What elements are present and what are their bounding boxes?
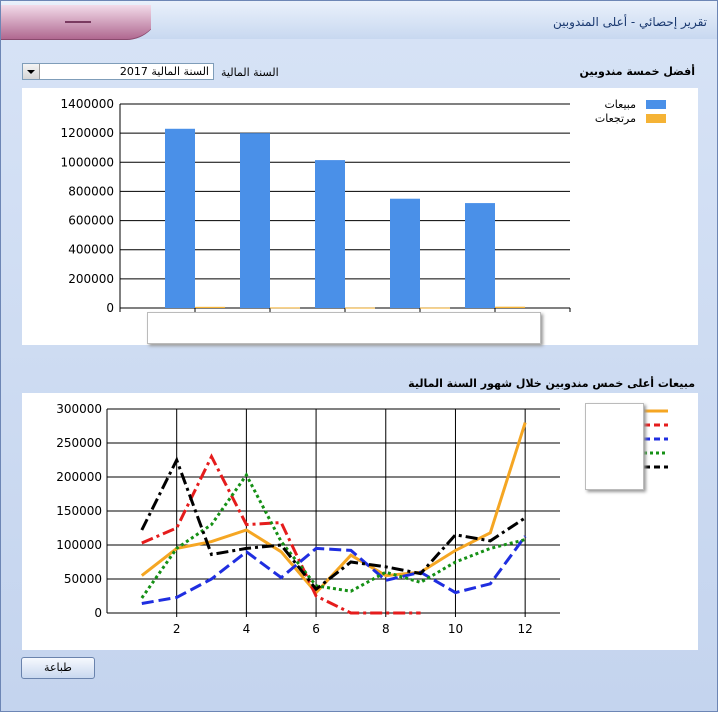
line-y-tick-label: 150000 (56, 504, 102, 518)
monthly-section-title: مبيعات أعلى خمس مندوبين خلال شهور السنة … (408, 377, 695, 390)
monthly-chart-panel: 0 50000 100000 150000 200000 250000 300000 2 4 6 8… (22, 393, 698, 650)
line-x-tick-label: 6 (312, 622, 320, 636)
bar-y-tick-label: 1400000 (61, 97, 114, 111)
bar-legend-label: مبيعات (604, 98, 636, 111)
line-legend-box (585, 403, 644, 490)
line-y-tick-label: 50000 (64, 572, 102, 586)
bar-y-tick-label: 800000 (68, 184, 114, 198)
bar-y-tick-label: 600000 (68, 214, 114, 228)
bar-legend-swatch (646, 100, 666, 109)
minimize-icon[interactable] (65, 21, 91, 23)
fiscal-year-value: السنة المالية 2017 (119, 65, 209, 78)
line-series (141, 535, 527, 605)
line-x-tick-label: 2 (173, 622, 181, 636)
bar-y-tick-label: 200000 (68, 272, 114, 286)
top5-section-title: أفضل خمسة مندوبين (579, 65, 695, 78)
bar-y-tick-label: 400000 (68, 243, 114, 257)
returns-bar (270, 307, 300, 309)
top5-bar-chart: 0 200000 400000 600000 800000 1000000 1200000 1… (61, 97, 666, 315)
bar-legend-label: مرتجعات (595, 112, 636, 125)
returns-bar (195, 306, 225, 308)
line-y-tick-label: 100000 (56, 538, 102, 552)
line-x-tick-label: 8 (382, 622, 390, 636)
top5-chart-panel: 0 200000 400000 600000 800000 1000000 1200000 1… (22, 88, 698, 345)
sales-bar (165, 128, 195, 308)
line-series (141, 453, 421, 615)
line-y-tick-label: 300000 (56, 402, 102, 416)
sales-bar (465, 203, 495, 308)
line-series (140, 422, 527, 595)
returns-bar (420, 307, 450, 309)
line-series (140, 456, 527, 592)
line-x-tick-label: 10 (448, 622, 463, 636)
bar-y-tick-label: 0 (106, 301, 114, 315)
line-y-tick-label: 250000 (56, 436, 102, 450)
bar-chart-category-box (147, 312, 541, 344)
line-x-tick-label: 12 (518, 622, 533, 636)
sales-bar (240, 133, 270, 308)
monthly-line-chart: 0 50000 100000 150000 200000 250000 300000 2 4 6 8… (56, 402, 668, 636)
line-series (140, 472, 526, 599)
bar-y-tick-label: 1000000 (61, 155, 114, 169)
sales-bar (390, 198, 420, 308)
title-bar: تقرير إحصائي - أعلى المندوبين (1, 1, 717, 40)
bar-legend-swatch (646, 114, 666, 123)
line-x-tick-label: 4 (243, 622, 251, 636)
window-title: تقرير إحصائي - أعلى المندوبين (553, 15, 707, 29)
fiscal-year-label: السنة المالية (221, 66, 279, 79)
chevron-down-icon[interactable] (23, 64, 40, 79)
returns-bar (495, 306, 525, 308)
sales-bar (315, 160, 345, 308)
returns-bar (345, 307, 375, 309)
app-menu-orb[interactable] (1, 1, 151, 45)
print-button[interactable]: طباعة (21, 657, 95, 679)
line-y-tick-label: 0 (94, 606, 102, 620)
line-y-tick-label: 200000 (56, 470, 102, 484)
fiscal-year-select[interactable]: السنة المالية 2017 (22, 63, 214, 80)
bar-y-tick-label: 1200000 (61, 126, 114, 140)
